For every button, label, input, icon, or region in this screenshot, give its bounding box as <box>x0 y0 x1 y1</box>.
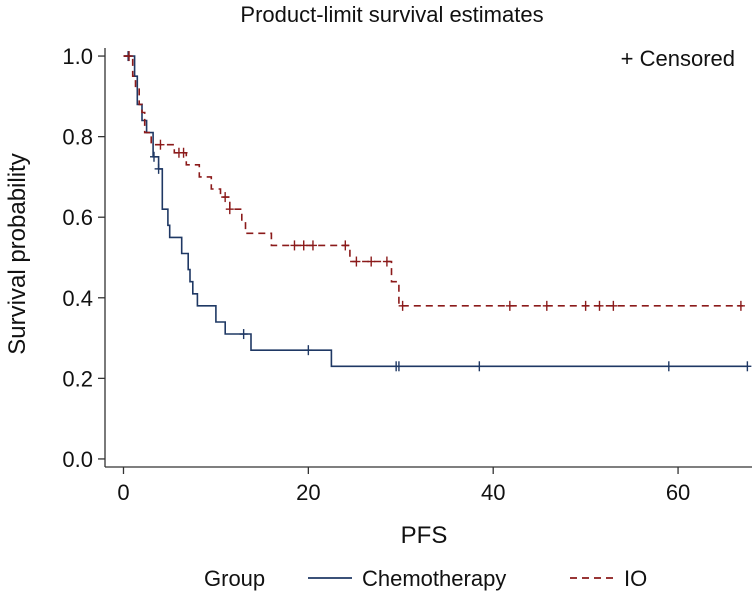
y-tick-label: 0.0 <box>62 447 93 472</box>
censor-mark <box>609 300 618 311</box>
censored-legend: + Censored <box>621 46 735 71</box>
censor-mark <box>743 361 752 372</box>
censor-mark <box>290 240 299 251</box>
series-line-io <box>123 55 743 307</box>
x-tick-label: 40 <box>481 480 505 505</box>
censor-mark <box>341 240 350 251</box>
y-tick-label: 0.8 <box>62 125 93 150</box>
x-axis-title: PFS <box>401 522 448 549</box>
censor-mark <box>595 300 604 311</box>
censor-mark <box>352 256 361 267</box>
censor-mark <box>149 151 158 162</box>
legend-title: Group <box>204 566 265 591</box>
censor-mark <box>736 300 745 311</box>
censor-mark <box>664 361 673 372</box>
censor-mark <box>394 361 403 372</box>
censor-mark <box>179 147 188 158</box>
censor-mark <box>505 300 514 311</box>
x-tick-label: 0 <box>117 480 129 505</box>
censor-mark <box>382 256 391 267</box>
legend-label-chemotherapy: Chemotherapy <box>362 566 506 591</box>
plot-layer: 0.0 0.2 0.4 0.6 0.8 1.0 0 20 40 60 <box>62 44 752 505</box>
censor-mark <box>304 345 313 356</box>
censor-mark <box>398 300 407 311</box>
censor-mark <box>308 240 317 251</box>
censor-mark <box>125 51 134 62</box>
censor-mark <box>156 139 165 150</box>
y-tick-label: 0.6 <box>62 205 93 230</box>
censor-mark <box>581 300 590 311</box>
x-tick-label: 60 <box>666 480 690 505</box>
legend: Chemotherapy IO <box>308 566 647 591</box>
y-axis-title: Survival probability <box>4 153 31 354</box>
y-tick-label: 1.0 <box>62 44 93 69</box>
censor-mark <box>221 192 230 203</box>
series-line-chemotherapy <box>123 55 748 368</box>
censor-mark <box>239 329 248 340</box>
censor-mark <box>299 240 308 251</box>
chart-title: Product-limit survival estimates <box>240 2 543 27</box>
legend-label-io: IO <box>624 566 647 591</box>
y-tick-label: 0.4 <box>62 286 93 311</box>
censor-mark <box>475 361 484 372</box>
x-tick-label: 20 <box>296 480 320 505</box>
censor-mark <box>225 204 234 215</box>
censor-mark <box>542 300 551 311</box>
censor-mark <box>367 256 376 267</box>
y-tick-label: 0.2 <box>62 366 93 391</box>
censor-mark <box>154 163 163 174</box>
